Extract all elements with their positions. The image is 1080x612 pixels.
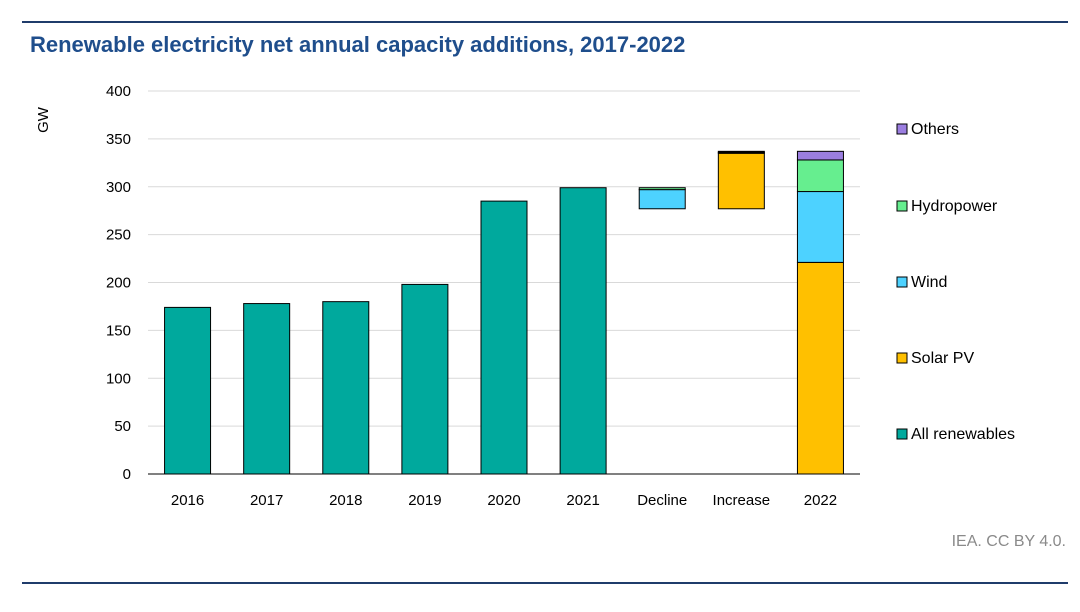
- x-tick-label: 2018: [329, 492, 362, 509]
- bar-segment-all-renewables: [164, 306, 212, 475]
- bar-segment-hydropower: [638, 187, 686, 191]
- y-axis-label: GW: [35, 106, 52, 133]
- bar-segment-others: [717, 150, 765, 153]
- x-tick-label: 2020: [487, 492, 520, 509]
- bar-segment-wind: [638, 189, 686, 210]
- y-tick-label: 250: [106, 227, 131, 244]
- bottom-rule: [22, 582, 1068, 584]
- bar-segment-others: [796, 150, 844, 161]
- legend: Others Hydropower Wind Solar PV All renewabl…: [896, 121, 1015, 443]
- y-tick-label: 350: [106, 131, 131, 148]
- x-tick-label: Increase: [713, 492, 771, 509]
- legend-swatch-solar-pv: [896, 352, 908, 364]
- x-tick-label: 2016: [171, 492, 204, 509]
- y-tick-label: 300: [106, 179, 131, 196]
- legend-label-others: Others: [911, 121, 959, 138]
- bar-segment-all-renewables: [322, 301, 370, 475]
- bar-segment-solar-pv: [717, 152, 765, 210]
- bar-segment-wind: [796, 191, 844, 263]
- y-tick-label: 100: [106, 370, 131, 387]
- x-tick-label: 2017: [250, 492, 283, 509]
- legend-swatch-hydropower: [896, 200, 908, 212]
- legend-swatch-all-renewables: [896, 428, 908, 440]
- y-tick-label: 200: [106, 275, 131, 292]
- x-tick-label: 2021: [566, 492, 599, 509]
- legend-swatch-others: [896, 123, 908, 135]
- y-tick-label: 400: [106, 83, 131, 100]
- bar-segment-all-renewables: [480, 200, 528, 475]
- source-note: IEA. CC BY 4.0.: [951, 533, 1066, 550]
- axes: 0 50 100 150 200 250 300 350 400 2016 2017 2018 2019…: [106, 83, 860, 509]
- bar-segment-all-renewables: [401, 283, 449, 475]
- bar-segment-solar-pv: [796, 261, 844, 475]
- chart-title: Renewable electricity net annual capacit…: [30, 32, 686, 57]
- legend-swatch-wind: [896, 276, 908, 288]
- x-tick-label: Decline: [637, 492, 687, 509]
- bars: [164, 150, 844, 475]
- bar-segment-all-renewables: [559, 187, 607, 475]
- y-tick-label: 150: [106, 322, 131, 339]
- legend-label-solar-pv: Solar PV: [911, 350, 974, 367]
- top-rule: [22, 21, 1068, 23]
- y-tick-label: 0: [123, 466, 131, 483]
- y-tick-label: 50: [114, 418, 131, 435]
- x-tick-label: 2022: [804, 492, 837, 509]
- bar-segment-hydropower: [796, 159, 844, 193]
- bar-segment-all-renewables: [243, 303, 291, 475]
- legend-label-all-renewables: All renewables: [911, 426, 1015, 443]
- x-tick-label: 2019: [408, 492, 441, 509]
- legend-label-hydropower: Hydropower: [911, 198, 998, 215]
- legend-label-wind: Wind: [911, 274, 947, 291]
